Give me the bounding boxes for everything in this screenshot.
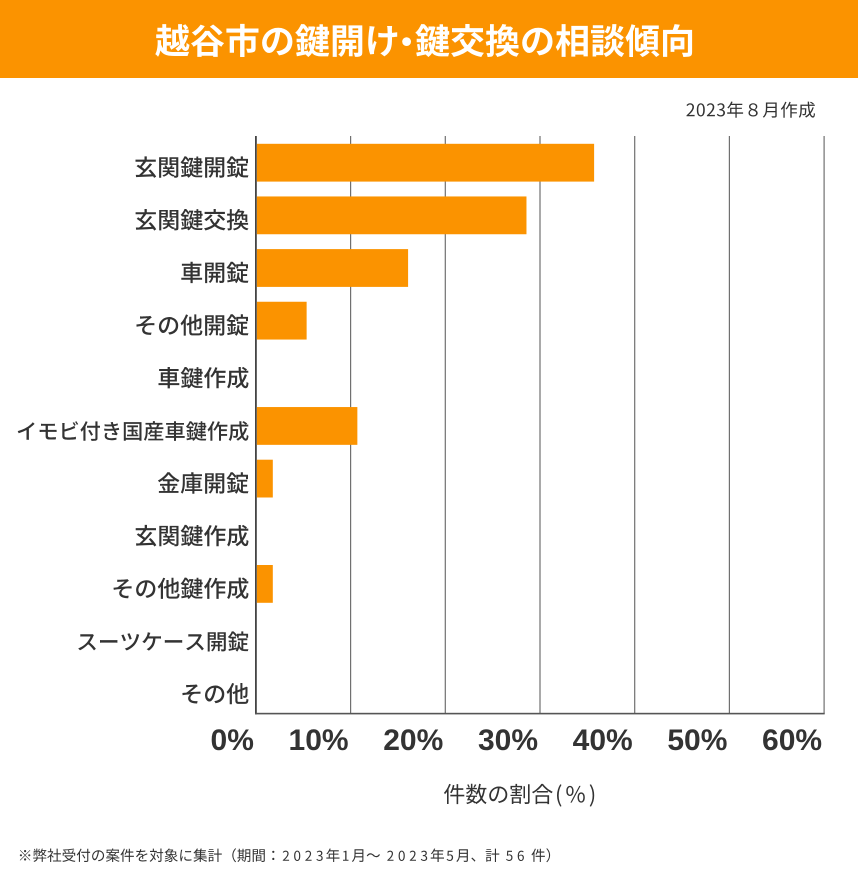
svg-text:30%: 30% (478, 724, 538, 757)
svg-text:0%: 0% (211, 724, 254, 757)
svg-text:50%: 50% (667, 724, 727, 757)
svg-text:20%: 20% (383, 724, 443, 757)
svg-text:60%: 60% (762, 724, 822, 757)
svg-text:10%: 10% (289, 724, 349, 757)
svg-text:40%: 40% (573, 724, 633, 757)
